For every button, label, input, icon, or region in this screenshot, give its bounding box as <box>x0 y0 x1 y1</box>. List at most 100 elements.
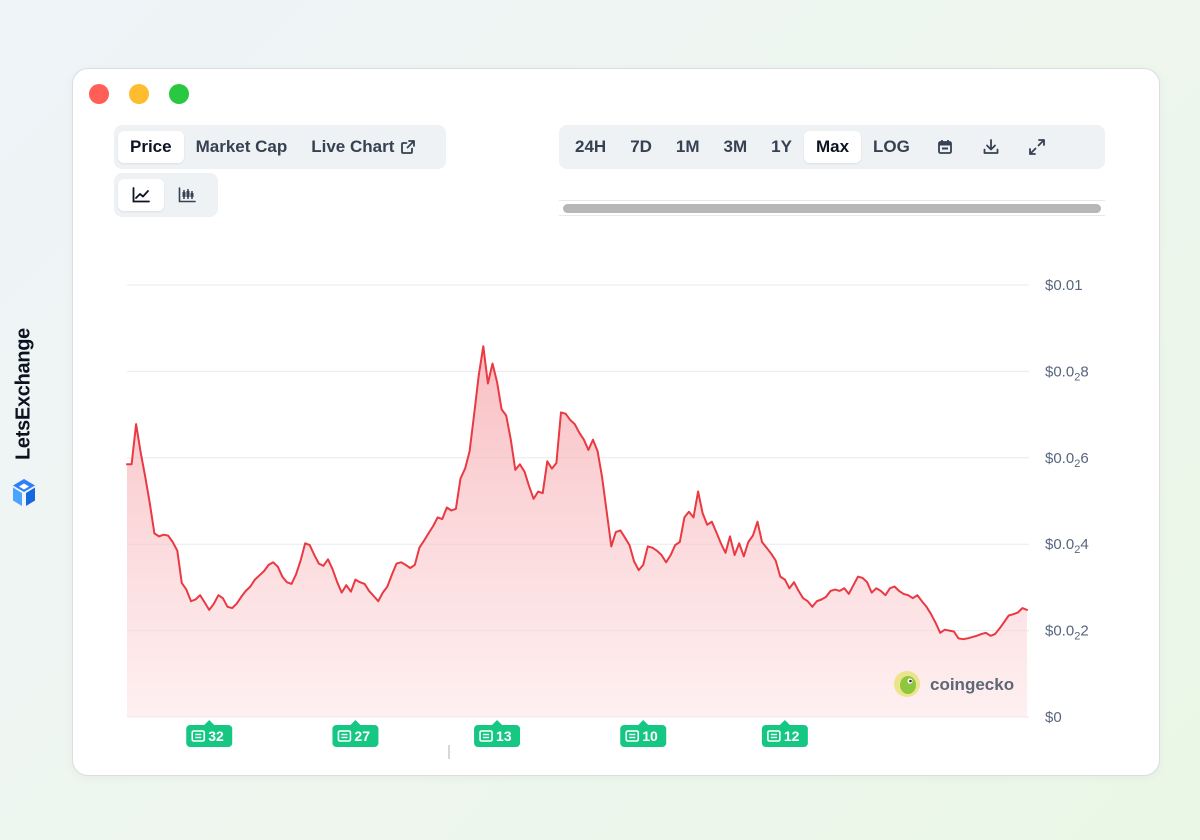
price-point <box>606 511 608 513</box>
chart-scrollbar-thumb[interactable] <box>563 204 1101 213</box>
price-point <box>491 363 494 365</box>
price-point <box>953 630 955 633</box>
price-point <box>788 587 791 589</box>
price-point <box>281 576 283 578</box>
metric-tabs: Price Market Cap Live Chart <box>114 125 446 169</box>
tab-log[interactable]: LOG <box>861 131 922 163</box>
y-axis: $0 $0.022 $0.024 $0.026 $0.028 $0.01 <box>1045 277 1089 726</box>
candlestick-chart-button[interactable] <box>164 179 210 211</box>
tab-1y-label: 1Y <box>771 137 792 156</box>
tab-price-label: Price <box>130 137 172 156</box>
expand-button[interactable] <box>1014 131 1060 163</box>
brand-name: LetsExchange <box>12 327 35 461</box>
line-chart-button[interactable] <box>118 179 164 211</box>
price-point <box>656 550 658 552</box>
price-point <box>528 485 530 487</box>
price-point <box>587 449 590 451</box>
price-point <box>702 512 704 514</box>
tab-3m[interactable]: 3M <box>712 131 760 163</box>
news-marker[interactable]: 10 <box>620 720 667 747</box>
price-point <box>674 544 676 546</box>
price-point <box>464 468 466 470</box>
price-point <box>925 606 928 608</box>
price-point <box>290 583 293 585</box>
price-point <box>578 432 580 434</box>
price-point <box>1017 611 1019 614</box>
price-point <box>734 554 736 556</box>
price-point <box>258 574 261 576</box>
price-point <box>848 593 850 595</box>
price-point <box>295 573 297 575</box>
price-point <box>414 564 416 566</box>
chart-scrollbar[interactable] <box>559 200 1105 216</box>
tab-price[interactable]: Price <box>118 131 184 163</box>
download-button[interactable] <box>968 131 1014 163</box>
price-point <box>194 598 197 601</box>
price-point <box>907 594 909 596</box>
tab-live-chart[interactable]: Live Chart <box>299 131 428 163</box>
price-point <box>126 463 128 465</box>
price-point <box>916 594 919 596</box>
price-point <box>633 560 635 563</box>
price-point <box>533 498 535 500</box>
price-point <box>642 564 644 566</box>
price-point <box>313 554 315 556</box>
price-point <box>135 423 137 425</box>
price-point <box>738 542 740 544</box>
price-point <box>688 511 690 513</box>
news-marker[interactable]: 12 <box>761 720 808 747</box>
price-point <box>359 581 361 583</box>
price-point <box>944 629 946 631</box>
window-close-button[interactable] <box>89 84 109 104</box>
coingecko-watermark: coingecko <box>894 671 1014 697</box>
news-marker[interactable]: 32 <box>186 720 233 747</box>
tab-market-cap[interactable]: Market Cap <box>184 131 300 163</box>
tab-max[interactable]: Max <box>803 131 862 163</box>
news-marker[interactable]: 27 <box>332 720 379 747</box>
price-point <box>217 594 219 596</box>
price-point <box>1012 613 1014 615</box>
price-point <box>683 516 686 518</box>
price-point <box>962 638 964 640</box>
price-point <box>432 525 434 527</box>
price-point <box>523 471 526 473</box>
price-point <box>971 636 973 638</box>
tab-1m[interactable]: 1M <box>664 131 712 163</box>
y-tick-label: $0.022 <box>1045 623 1089 643</box>
price-point <box>336 581 338 583</box>
price-point <box>277 566 279 568</box>
price-point <box>158 535 160 537</box>
tab-24h-label: 24H <box>575 137 607 156</box>
news-marker[interactable]: 13 <box>474 720 521 747</box>
newspaper-icon <box>767 730 781 742</box>
price-point <box>989 635 992 637</box>
price-point <box>418 547 420 549</box>
price-point <box>208 609 210 611</box>
price-point <box>514 469 516 471</box>
y-tick-label: $0 <box>1045 709 1062 726</box>
price-point <box>820 598 823 601</box>
price-point <box>272 561 274 563</box>
price-chart: $0 $0.022 $0.024 $0.026 $0.028 $0.01 coingeck… <box>126 277 1089 759</box>
price-point <box>450 509 452 512</box>
price-point <box>153 532 155 534</box>
tab-24h[interactable]: 24H <box>563 131 618 163</box>
price-point <box>204 601 206 604</box>
calendar-button[interactable] <box>922 131 968 163</box>
tab-7d[interactable]: 7D <box>618 131 664 163</box>
window-maximize-button[interactable] <box>169 84 189 104</box>
coingecko-text: coingecko <box>930 675 1014 694</box>
window-minimize-button[interactable] <box>129 84 149 104</box>
price-point <box>469 450 471 452</box>
price-point <box>816 600 818 602</box>
price-point <box>473 413 475 415</box>
news-count: 13 <box>496 728 512 744</box>
tab-1y[interactable]: 1Y <box>759 131 804 163</box>
price-point <box>172 541 174 543</box>
price-point <box>825 596 827 598</box>
price-point <box>574 423 576 425</box>
price-point <box>939 632 941 634</box>
price-point <box>400 561 402 563</box>
price-point <box>610 545 612 547</box>
price-point <box>441 518 443 520</box>
